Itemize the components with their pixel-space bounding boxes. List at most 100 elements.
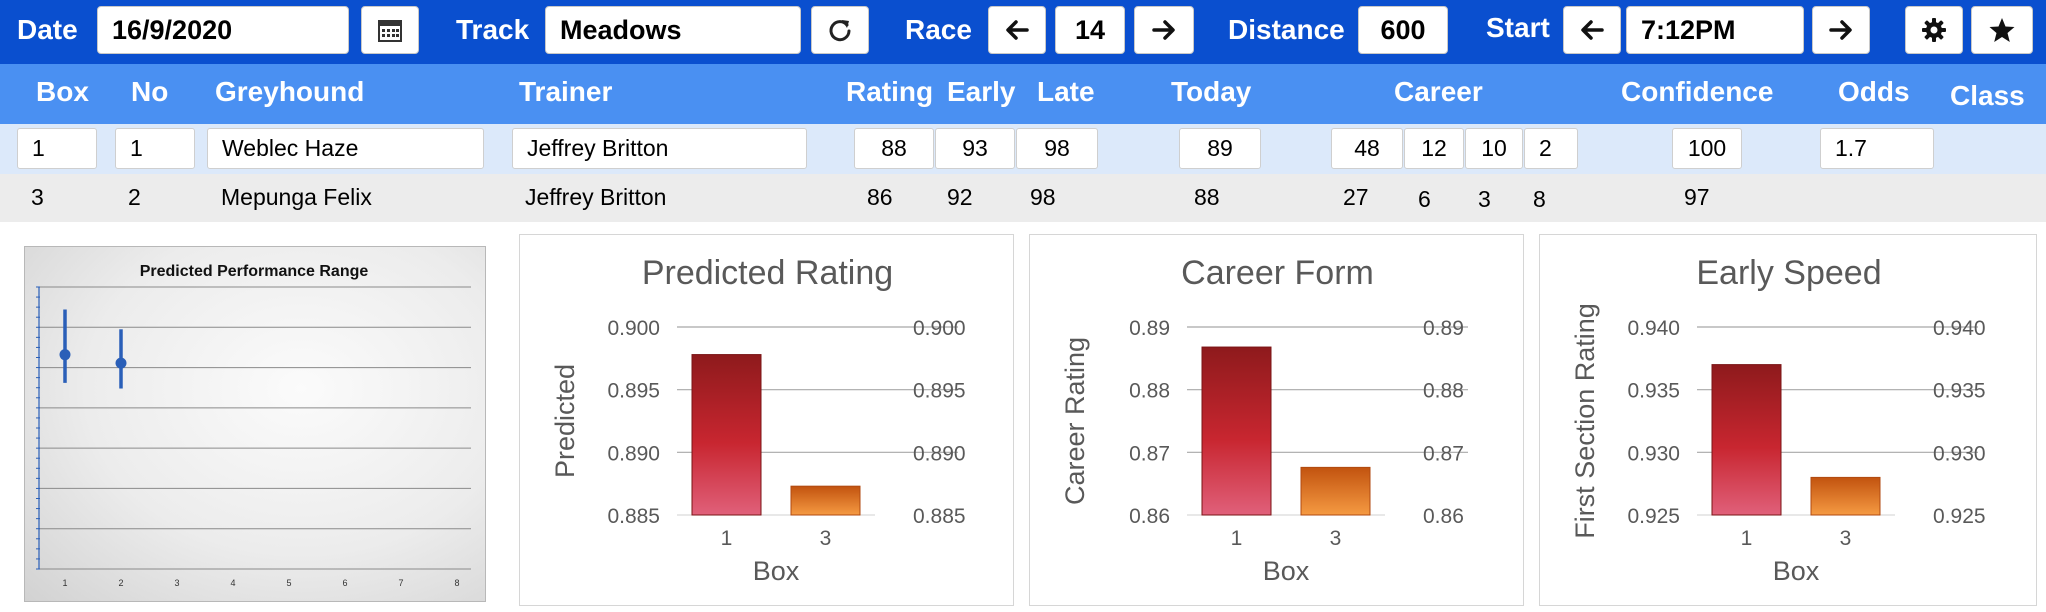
- greyhound-cell[interactable]: Weblec Haze: [207, 128, 484, 169]
- y-tick-label-right: 0.890: [913, 442, 966, 465]
- y-axis-label: First Section Rating: [1570, 303, 1600, 539]
- career-seconds-cell: 3: [1478, 186, 1491, 212]
- start-time-field[interactable]: 7:12PM: [1626, 6, 1804, 54]
- col-class[interactable]: Class: [1950, 80, 2025, 111]
- late-cell: 98: [1030, 184, 1056, 210]
- early-cell[interactable]: 93: [935, 128, 1015, 169]
- bar: [1300, 466, 1371, 516]
- career-starts-cell[interactable]: 48: [1331, 128, 1403, 169]
- x-axis-label: Box: [753, 556, 800, 586]
- star-icon: [1989, 18, 2015, 42]
- track-field[interactable]: Meadows: [545, 6, 801, 54]
- y-tick-label: 0.890: [607, 442, 660, 465]
- career-wins-cell: 6: [1418, 186, 1431, 212]
- career-thirds-cell[interactable]: 2: [1524, 128, 1578, 169]
- distance-field[interactable]: 600: [1358, 6, 1448, 54]
- col-greyhound[interactable]: Greyhound: [215, 76, 365, 107]
- chart-title: Career Form: [1181, 254, 1374, 292]
- calendar-button[interactable]: [361, 6, 419, 54]
- late-cell[interactable]: 98: [1016, 128, 1098, 169]
- x-tick-label: 3: [1330, 527, 1342, 550]
- career-seconds-cell[interactable]: 10: [1465, 128, 1523, 169]
- bar: [790, 485, 861, 516]
- start-label: Start: [1486, 12, 1550, 43]
- y-tick-label-right: 0.940: [1933, 317, 1986, 340]
- refresh-icon: [829, 20, 851, 42]
- box-cell[interactable]: 1: [17, 128, 97, 169]
- track-label: Track: [456, 14, 530, 45]
- career-starts-cell: 27: [1343, 184, 1369, 210]
- refresh-button[interactable]: [811, 6, 869, 54]
- predicted-rating-chart: Predicted Rating 0.900 0.900 0.895 0.895 0.89…: [550, 254, 966, 586]
- arrow-left-icon: [1581, 20, 1604, 40]
- y-tick-label-right: 0.925: [1933, 505, 1986, 528]
- x-tick-label: 3: [820, 527, 832, 550]
- col-early[interactable]: Early: [947, 76, 1016, 107]
- gear-icon: [1922, 18, 1946, 42]
- col-confidence[interactable]: Confidence: [1621, 76, 1774, 107]
- x-tick-label: 3: [174, 578, 179, 588]
- race-number-field[interactable]: 14: [1055, 6, 1125, 54]
- col-no[interactable]: No: [131, 76, 169, 107]
- race-next-button[interactable]: [1134, 6, 1194, 54]
- table-row[interactable]: 3 2 Mepunga Felix Jeffrey Britton 86 92 …: [0, 174, 2046, 222]
- today-cell[interactable]: 89: [1179, 128, 1261, 169]
- x-tick-label: 6: [342, 578, 347, 588]
- y-tick-label: 0.935: [1627, 380, 1680, 403]
- x-axis-label: Box: [1263, 556, 1310, 586]
- date-field[interactable]: 16/9/2020: [97, 6, 349, 54]
- start-next-button[interactable]: [1812, 6, 1870, 54]
- data-point: [59, 349, 71, 361]
- y-tick-label-right: 0.930: [1933, 442, 1986, 465]
- settings-button[interactable]: [1905, 6, 1963, 54]
- odds-cell[interactable]: 1.7: [1820, 128, 1934, 169]
- rating-cell[interactable]: 88: [854, 128, 934, 169]
- y-tick-label-right: 0.895: [913, 380, 966, 403]
- col-today[interactable]: Today: [1171, 76, 1252, 107]
- col-late[interactable]: Late: [1037, 76, 1095, 107]
- y-tick-label: 0.89: [1129, 317, 1170, 340]
- arrow-left-icon: [1006, 20, 1029, 40]
- arrow-right-icon: [1152, 20, 1175, 40]
- y-tick-label: 0.895: [607, 380, 660, 403]
- y-tick-label: 0.925: [1627, 505, 1680, 528]
- bar: [1810, 476, 1881, 516]
- col-career[interactable]: Career: [1394, 76, 1483, 107]
- toolbar: Date 16/9/2020 Track Meadows Race 14 Dis…: [0, 0, 2046, 64]
- race-prev-button[interactable]: [988, 6, 1046, 54]
- y-tick-label-right: 0.86: [1423, 505, 1464, 528]
- trainer-cell[interactable]: Jeffrey Britton: [512, 128, 807, 169]
- table-row[interactable]: 1 1 Weblec Haze Jeffrey Britton 88 93 98…: [0, 124, 2046, 174]
- bar: [1201, 346, 1272, 516]
- career-form-chart: Career Form 0.89 0.89 0.88 0.88 0.87 0.87 0.86 0…: [1060, 254, 1468, 586]
- col-box[interactable]: Box: [36, 76, 89, 107]
- number-cell[interactable]: 1: [115, 128, 195, 169]
- y-tick-label-right: 0.885: [913, 505, 966, 528]
- career-form-panel: Career Form 0.89 0.89 0.88 0.88 0.87 0.87 0.86 0…: [1029, 234, 1524, 606]
- early-speed-chart: Early Speed 0.940 0.940 0.935 0.935 0.930 0.93…: [1570, 254, 1986, 586]
- performance-range-chart: Predicted Performance Range 1 2 3 4 5 6 7 8: [24, 246, 486, 602]
- box-cell: 3: [31, 184, 44, 210]
- y-tick-label: 0.86: [1129, 505, 1170, 528]
- bar: [1711, 364, 1782, 516]
- col-trainer[interactable]: Trainer: [519, 76, 613, 107]
- y-tick-label-right: 0.87: [1423, 442, 1464, 465]
- x-tick-label: 1: [1741, 527, 1753, 550]
- x-tick-label: 3: [1840, 527, 1852, 550]
- x-axis-label: Box: [1773, 556, 1820, 586]
- performance-range-svg: Predicted Performance Range 1 2 3 4 5 6 7 8: [36, 263, 471, 588]
- confidence-cell: 97: [1684, 184, 1710, 210]
- col-rating[interactable]: Rating: [846, 76, 934, 107]
- distance-label: Distance: [1228, 14, 1345, 45]
- chart-title: Predicted Performance Range: [140, 263, 369, 280]
- start-prev-button[interactable]: [1563, 6, 1621, 54]
- career-wins-cell[interactable]: 12: [1404, 128, 1464, 169]
- confidence-cell[interactable]: 100: [1672, 128, 1742, 169]
- x-tick-label: 2: [118, 578, 123, 588]
- y-tick-label: 0.87: [1129, 442, 1170, 465]
- col-odds[interactable]: Odds: [1838, 76, 1910, 107]
- bar: [691, 354, 762, 516]
- favorite-button[interactable]: [1971, 6, 2033, 54]
- today-cell: 88: [1194, 184, 1220, 210]
- x-tick-label: 7: [398, 578, 403, 588]
